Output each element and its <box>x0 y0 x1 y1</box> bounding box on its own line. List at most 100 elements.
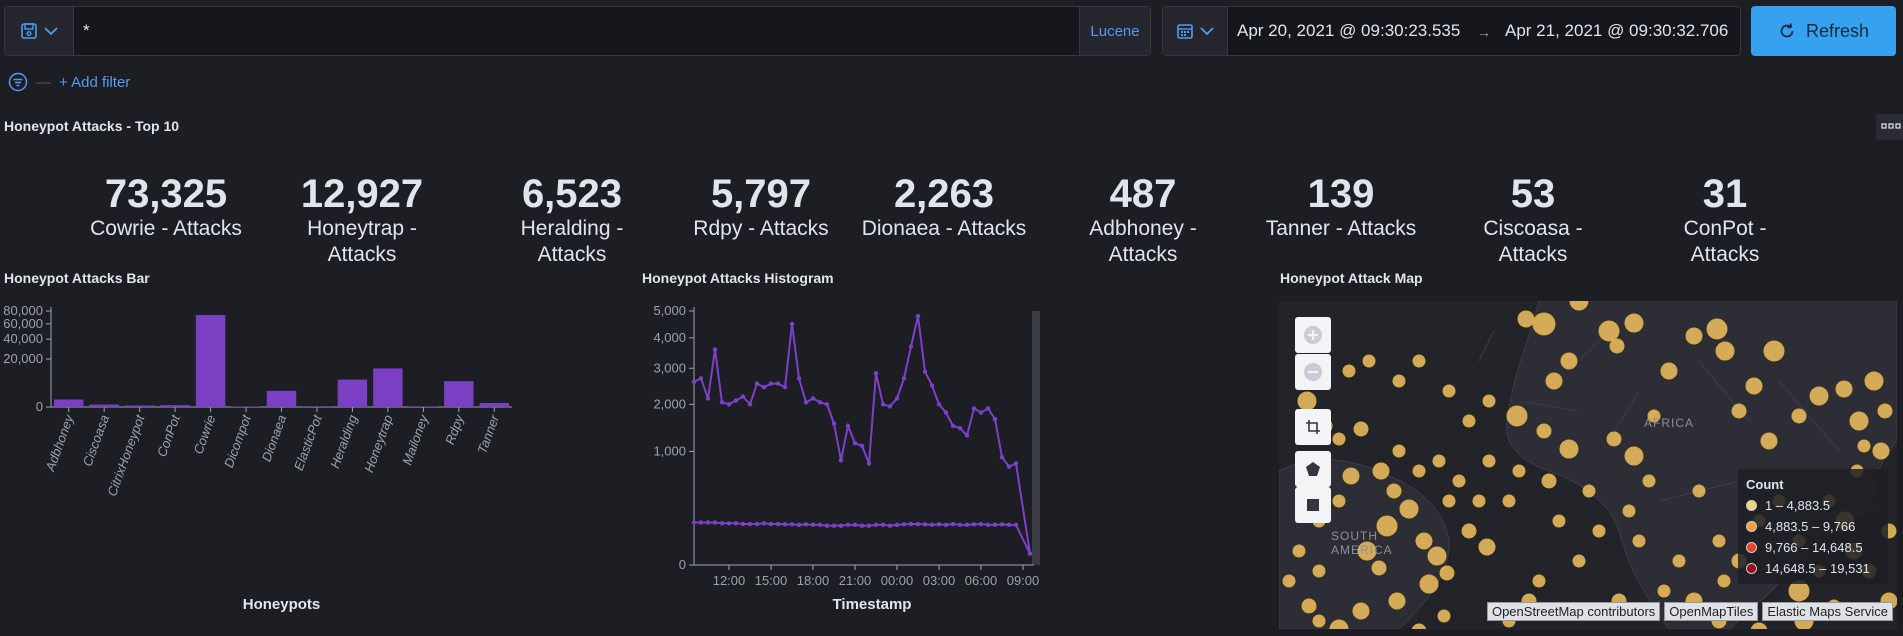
end-date[interactable]: Apr 21, 2021 @ 09:30:32.706 <box>1505 21 1729 40</box>
map-marker <box>1442 494 1456 508</box>
bar-y-tick-label: 20,000 <box>3 351 43 366</box>
line-y-tick-label: 3,000 <box>653 360 686 375</box>
line-point <box>1006 522 1012 528</box>
bar <box>266 390 297 407</box>
legend-item: 1 – 4,883.5 <box>1746 498 1880 513</box>
filter-icon[interactable] <box>8 72 28 92</box>
line-point <box>901 522 907 527</box>
query-language-button[interactable]: Lucene <box>1079 7 1150 55</box>
metric-value: 487 <box>1109 172 1177 216</box>
bar <box>408 406 439 407</box>
map-marker <box>1877 403 1893 419</box>
map-markers <box>1282 301 1897 629</box>
map-marker <box>1760 432 1778 450</box>
line-point <box>852 522 858 528</box>
attribution-ems[interactable]: Elastic Maps Service <box>1762 602 1893 621</box>
map-marker <box>1606 431 1622 447</box>
map-marker <box>1647 409 1661 423</box>
map-label-africa: AFRICA <box>1644 416 1695 430</box>
map-marker <box>1622 504 1636 518</box>
line-x-tick-label: 18:00 <box>797 573 830 588</box>
legend-label: 14,648.5 – 19,531 <box>1765 561 1870 576</box>
histogram-panel-title: Honeypot Attacks Histogram <box>642 270 834 286</box>
bar <box>479 402 509 407</box>
bar <box>195 315 226 407</box>
bar-x-tick-label: Honeytrap <box>361 413 396 474</box>
draw-polygon-button[interactable] <box>1295 451 1331 487</box>
chevron-down-icon <box>1200 27 1214 36</box>
legend-label: 4,883.5 – 9,766 <box>1765 519 1856 534</box>
bar-y-tick-label: 60,000 <box>3 316 43 331</box>
map-marker <box>1352 602 1370 620</box>
line-point <box>866 523 872 528</box>
line-point <box>1006 464 1012 469</box>
options-icon <box>1881 123 1901 129</box>
metric-adbhoney: 487 Adbhoney - Attacks <box>1054 172 1232 268</box>
map-marker <box>1731 403 1747 419</box>
refresh-button[interactable]: Refresh <box>1751 6 1896 56</box>
panel-options-button[interactable] <box>1876 114 1903 140</box>
start-date[interactable]: Apr 20, 2021 @ 09:30:23.535 <box>1237 21 1461 40</box>
map-marker <box>1809 386 1829 406</box>
line-point <box>810 396 816 401</box>
metric-value: 12,927 <box>300 172 424 216</box>
attack-map[interactable]: AFRICA SOUTH AMERICA Count 1 – 4,883.5 4… <box>1279 301 1897 629</box>
zoom-in-button[interactable] <box>1295 317 1331 353</box>
metric-value: 53 <box>1510 172 1556 216</box>
map-marker <box>1506 405 1528 427</box>
line-point <box>754 381 760 386</box>
line-point <box>908 344 914 349</box>
bar-x-tick-label: Dicompot <box>221 412 254 470</box>
attribution-osm[interactable]: OpenStreetMap contributors <box>1486 602 1661 621</box>
map-marker <box>1442 384 1456 398</box>
map-marker <box>1371 560 1387 576</box>
bar <box>160 405 190 407</box>
metric-tanner: 139 Tanner - Attacks <box>1262 172 1420 242</box>
saved-query-button[interactable] <box>5 7 74 55</box>
bar-x-tick-label: ConPot <box>154 412 183 459</box>
draw-rectangle-button[interactable] <box>1295 487 1331 523</box>
line-x-tick-label: 12:00 <box>713 573 746 588</box>
map-marker <box>1559 439 1579 459</box>
attribution-openmaptiles[interactable]: OpenMapTiles <box>1664 602 1759 621</box>
map-marker <box>1301 598 1317 614</box>
metric-rdpy: 5,797 Rdpy - Attacks <box>690 172 832 242</box>
map-panel-title: Honeypot Attack Map <box>1280 270 1423 286</box>
bar-x-tick-label: Tanner <box>474 412 502 455</box>
add-filter-link[interactable]: + Add filter <box>59 73 131 91</box>
map-marker <box>1427 546 1447 566</box>
line-point <box>887 523 893 528</box>
line-point <box>761 521 767 526</box>
line-point <box>775 381 781 386</box>
zoom-out-button[interactable] <box>1295 354 1331 390</box>
line-point <box>712 347 718 352</box>
line-point <box>761 385 767 390</box>
crop-icon <box>1306 420 1320 434</box>
map-marker <box>1750 622 1768 629</box>
query-input[interactable]: * <box>83 21 90 40</box>
map-marker <box>1569 301 1589 311</box>
metric-heralding: 6,523 Heralding - Attacks <box>486 172 658 268</box>
bar <box>89 404 119 407</box>
fit-bounds-button[interactable] <box>1295 409 1331 445</box>
map-marker <box>1545 372 1563 390</box>
map-marker <box>1835 380 1853 398</box>
line-point <box>796 522 802 528</box>
line-point <box>691 379 697 385</box>
map-marker <box>1672 554 1686 568</box>
line-point <box>803 522 809 527</box>
map-label-south-america: SOUTH AMERICA <box>1331 529 1393 557</box>
map-marker <box>1472 494 1486 508</box>
quick-date-button[interactable] <box>1163 7 1228 55</box>
line-point <box>936 522 942 527</box>
line-point <box>866 461 872 466</box>
line-point <box>901 376 907 381</box>
metric-cowrie: 73,325 Cowrie - Attacks <box>88 172 244 242</box>
legend-item: 14,648.5 – 19,531 <box>1746 561 1880 576</box>
map-marker <box>1692 484 1706 498</box>
map-marker <box>1849 411 1869 431</box>
map-marker <box>1598 320 1620 342</box>
line-y-tick-label: 5,000 <box>653 303 686 318</box>
line-point <box>768 381 774 386</box>
line-point <box>789 522 795 527</box>
